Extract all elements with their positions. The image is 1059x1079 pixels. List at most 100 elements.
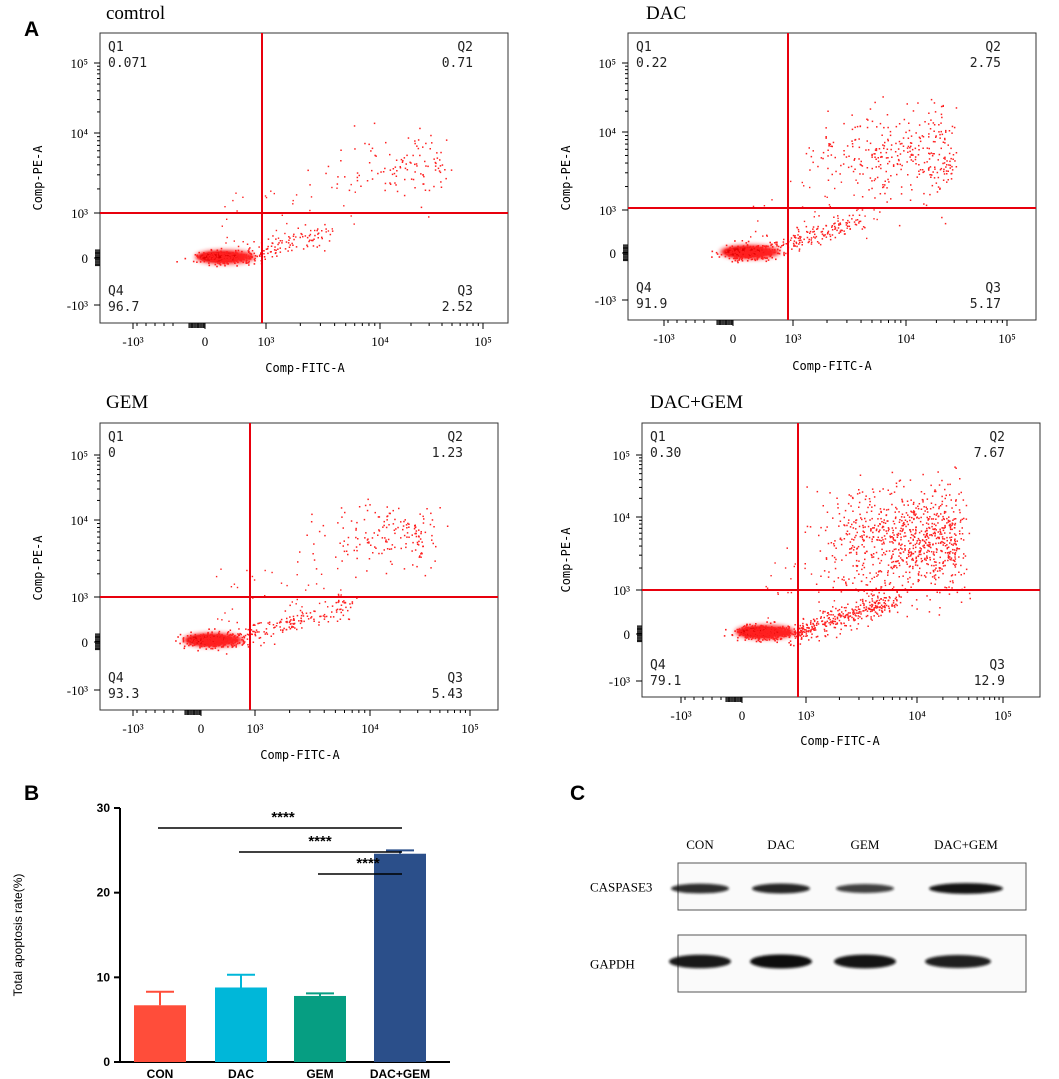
event-dot (840, 181, 843, 183)
event-dot (855, 612, 858, 614)
event-dot (784, 629, 786, 631)
event-dot (961, 518, 964, 521)
event-dot (216, 257, 219, 260)
event-dot (359, 543, 361, 546)
event-dot (757, 628, 760, 631)
event-dot (219, 640, 221, 642)
event-dot (755, 623, 757, 625)
event-dot (946, 547, 949, 549)
event-dot (292, 622, 294, 625)
event-dot (794, 235, 796, 237)
event-dot (832, 141, 835, 144)
event-dot (227, 642, 230, 644)
event-dot (938, 153, 941, 156)
event-dot (761, 631, 763, 634)
event-dot (861, 617, 863, 620)
event-dot (937, 159, 939, 161)
event-dot (729, 250, 732, 253)
event-dot (233, 256, 236, 259)
event-dot (837, 507, 839, 509)
event-dot (400, 521, 402, 523)
event-dot (802, 635, 805, 637)
event-dot (866, 610, 869, 612)
event-dot (321, 237, 323, 240)
event-dot (833, 223, 835, 225)
event-dot (436, 152, 438, 154)
event-dot (942, 141, 945, 143)
event-dot (921, 560, 924, 562)
event-dot (912, 529, 914, 531)
event-dot (299, 622, 302, 625)
event-dot (368, 542, 370, 544)
event-dot (222, 257, 224, 260)
event-dot (859, 616, 861, 618)
event-dot (960, 491, 962, 494)
event-dot (858, 222, 860, 224)
event-dot (780, 638, 783, 640)
event-dot (864, 609, 867, 611)
event-dot (749, 256, 751, 258)
event-dot (947, 170, 949, 172)
event-dot (266, 633, 269, 635)
event-dot (883, 542, 885, 545)
event-dot (912, 511, 914, 514)
event-dot (206, 257, 208, 260)
event-dot (741, 246, 744, 249)
event-dot (318, 602, 321, 605)
event-dot (215, 642, 217, 645)
event-dot (896, 173, 898, 176)
event-dot (233, 253, 235, 255)
event-dot (747, 257, 750, 260)
bar-con (134, 1005, 186, 1062)
event-dot (232, 199, 234, 202)
event-dot (247, 250, 250, 253)
event-dot (938, 507, 940, 510)
event-dot (194, 254, 197, 256)
event-dot (820, 616, 822, 618)
event-dot (962, 499, 965, 501)
event-dot (419, 127, 421, 130)
event-dot (839, 230, 842, 232)
event-dot (794, 637, 797, 639)
event-dot (764, 248, 767, 251)
x-tick-label: 10⁵ (998, 331, 1016, 346)
event-dot (952, 563, 955, 565)
event-dot (751, 636, 754, 638)
event-dot (229, 633, 232, 636)
scatter-points (723, 466, 971, 647)
event-dot (801, 627, 803, 629)
event-dot (223, 640, 226, 642)
event-dot (202, 643, 205, 646)
event-dot (821, 238, 824, 240)
event-dot (819, 610, 821, 612)
event-dot (809, 232, 811, 234)
event-dot (856, 570, 858, 572)
event-dot (938, 576, 940, 579)
event-dot (270, 635, 272, 637)
event-dot (810, 636, 813, 639)
event-dot (864, 517, 866, 520)
event-dot (243, 642, 245, 644)
event-dot (416, 145, 418, 147)
event-dot (915, 163, 917, 165)
event-dot (954, 566, 957, 568)
event-dot (902, 523, 904, 525)
event-dot (411, 550, 413, 552)
event-dot (754, 249, 757, 251)
event-dot (902, 145, 905, 147)
event-dot (385, 539, 387, 541)
event-dot (227, 632, 229, 634)
event-dot (389, 169, 392, 171)
event-dot (228, 253, 230, 256)
event-dot (926, 555, 928, 557)
event-dot (761, 628, 763, 631)
event-dot (831, 234, 834, 236)
event-dot (965, 518, 968, 520)
event-dot (959, 478, 961, 480)
event-dot (861, 196, 864, 198)
event-dot (818, 215, 820, 217)
event-dot (434, 560, 436, 562)
event-dot (914, 156, 917, 158)
event-dot (332, 616, 335, 618)
event-dot (896, 536, 899, 538)
